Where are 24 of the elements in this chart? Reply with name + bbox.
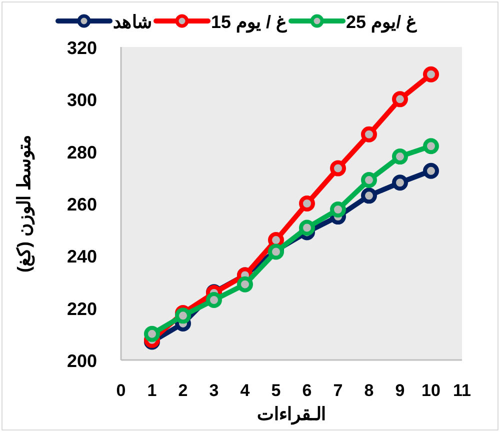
y-tick-label: 280: [66, 142, 98, 162]
x-tick-label: 10: [422, 381, 440, 400]
y-axis-title: متوسط الوزن (كغ): [14, 134, 35, 272]
y-tick-label: 200: [66, 351, 98, 371]
x-tick-label: 9: [395, 381, 405, 400]
legend-label: شاهد: [113, 12, 152, 32]
x-tick-label: 0: [116, 381, 126, 400]
x-tick-label: 4: [240, 381, 250, 400]
y-tick-label: 260: [66, 194, 98, 214]
y-tick-label: 240: [66, 246, 98, 267]
y-tick-label: 320: [66, 38, 98, 58]
x-tick-label: 3: [209, 381, 219, 400]
x-tick-label: 1: [147, 381, 157, 400]
x-tick-label: 6: [302, 381, 312, 400]
x-axis-title: الـقراءات: [257, 404, 326, 425]
x-tick-label: 7: [333, 381, 343, 400]
y-tick-label: 300: [66, 90, 98, 110]
legend-label: 25 غ /يوم: [346, 12, 418, 33]
x-tick-label: 11: [453, 381, 471, 400]
x-tick-label: 8: [364, 381, 374, 400]
x-tick-label: 5: [271, 381, 281, 400]
y-tick-label: 220: [66, 298, 98, 319]
x-tick-label: 2: [178, 381, 188, 400]
legend-label: 15 غ / يوم: [211, 12, 288, 33]
